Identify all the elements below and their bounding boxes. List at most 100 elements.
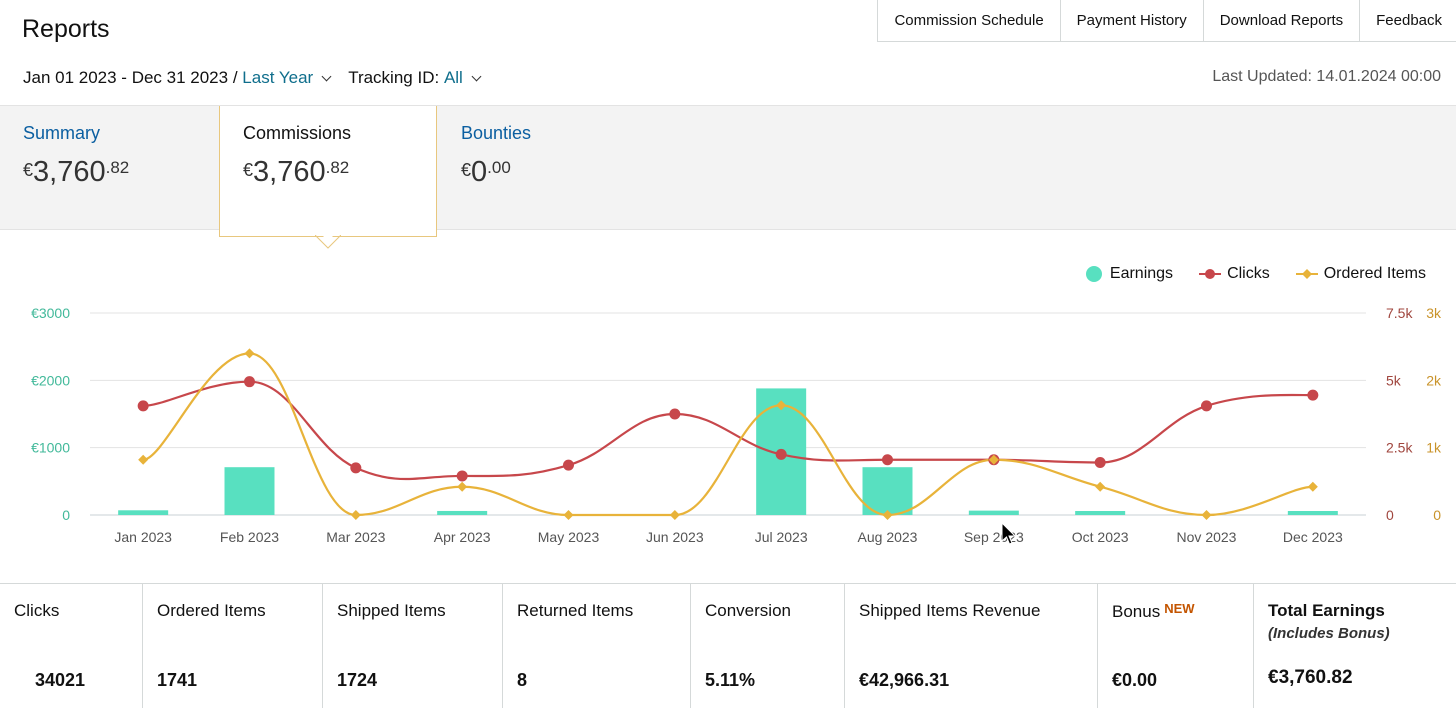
legend-ordered-items-swatch <box>1295 269 1318 279</box>
tab-summary[interactable]: Summary €3,760.82 <box>0 106 218 230</box>
report-tabs: Summary €3,760.82 Commissions €3,760.82 … <box>0 106 1456 237</box>
divider <box>0 105 1456 106</box>
legend-earnings[interactable]: Earnings <box>1085 265 1173 283</box>
stat-value: 1724 <box>337 670 378 690</box>
stat-value: €0.00 <box>1112 670 1158 690</box>
stat-conversion: Conversion 5.11% <box>691 584 845 708</box>
stat-value: 5.11% <box>705 670 756 690</box>
clicks-point[interactable] <box>350 462 362 474</box>
stat-value: 1741 <box>157 670 198 690</box>
ordered-items-point[interactable] <box>457 481 468 492</box>
x-tick-label: Feb 2023 <box>220 529 279 545</box>
legend-clicks[interactable]: Clicks <box>1199 265 1270 283</box>
commission-schedule-button[interactable]: Commission Schedule <box>878 0 1061 41</box>
earnings-bar[interactable] <box>118 510 169 515</box>
stat-bonus: Bonus NEW €0.00 <box>1098 584 1254 708</box>
clicks-point[interactable] <box>669 408 681 420</box>
clicks-point[interactable] <box>244 376 255 388</box>
earnings-bar[interactable] <box>968 510 1019 515</box>
stat-clicks: Clicks 34021 <box>0 584 143 708</box>
stat-total-earnings: Total Earnings (Includes Bonus) €3,760.8… <box>1268 601 1390 688</box>
earnings-bar[interactable] <box>1075 511 1126 515</box>
earnings-chart: 0 0 0 €1000 2.5k 1k €2000 5k 2k €3000 7.5k 3k Jan 20… <box>31 305 1442 545</box>
x-tick-label: Nov 2023 <box>1177 529 1237 545</box>
ordered-items-point[interactable] <box>350 510 361 520</box>
tab-commissions-label: Commissions <box>243 123 352 143</box>
download-reports-button[interactable]: Download Reports <box>1203 0 1361 41</box>
clicks-point[interactable] <box>775 448 787 460</box>
stat-value: €3,760.82 <box>1268 667 1353 688</box>
clicks-line <box>143 380 1313 481</box>
feedback-button[interactable]: Feedback <box>1360 0 1456 41</box>
tab-bounties[interactable]: Bounties €0.00 <box>438 106 656 230</box>
tab-commissions[interactable]: Commissions €3,760.82 <box>219 106 437 237</box>
x-tick-label: Dec 2023 <box>1283 529 1343 545</box>
y-right-ordered-tick-label: 1k <box>1426 440 1442 456</box>
y-left-tick-label: €3000 <box>31 305 70 321</box>
stat-value: €42,966.31 <box>859 670 950 690</box>
legend-earnings-swatch <box>1085 266 1102 282</box>
ordered-items-point[interactable] <box>244 348 255 359</box>
y-right-ordered-tick-label: 0 <box>1433 507 1441 523</box>
x-tick-label: May 2023 <box>538 529 600 545</box>
chart-legend: Earnings Clicks Ordered Items <box>1060 265 1426 283</box>
stat-value: 34021 <box>35 670 86 690</box>
x-tick-label: Oct 2023 <box>1072 529 1129 545</box>
tracking-id-label: Tracking ID: <box>348 68 440 87</box>
clicks-point[interactable] <box>1201 400 1212 412</box>
tab-summary-label: Summary <box>23 123 101 143</box>
tracking-id-dropdown[interactable]: All <box>443 68 463 87</box>
clicks-point[interactable] <box>137 400 149 412</box>
clicks-point[interactable] <box>1307 389 1319 401</box>
x-tick-label: Jun 2023 <box>646 529 704 545</box>
clicks-point[interactable] <box>563 459 574 471</box>
payment-history-button[interactable]: Payment History <box>1060 0 1204 41</box>
earnings-bar[interactable] <box>437 510 488 515</box>
x-tick-label: Mar 2023 <box>326 529 385 545</box>
earnings-bar[interactable] <box>224 467 275 515</box>
earnings-bar[interactable] <box>1287 511 1338 515</box>
stat-ordered-items: Ordered Items 1741 <box>143 584 323 708</box>
chevron-down-icon[interactable] <box>471 71 482 81</box>
tab-bounties-label: Bounties <box>461 123 532 143</box>
ordered-items-point[interactable] <box>882 510 893 520</box>
stat-shipped-items: Shipped Items 1724 <box>323 584 503 708</box>
ordered-items-point[interactable] <box>669 510 680 520</box>
ordered-items-point[interactable] <box>988 454 999 465</box>
x-tick-label: Jul 2023 <box>755 529 808 545</box>
date-range-text: Jan 01 2023 - Dec 31 2023 / <box>23 68 238 87</box>
new-badge: NEW <box>1164 601 1195 616</box>
ordered-items-line <box>142 352 1313 517</box>
tab-commissions-amount: €3,760.82 <box>243 156 350 188</box>
y-left-tick-label: €1000 <box>31 440 70 456</box>
last-updated: Last Updated: 14.01.2024 00:00 <box>1212 68 1441 85</box>
ordered-items-point[interactable] <box>1201 510 1212 520</box>
chevron-down-icon[interactable] <box>321 71 332 81</box>
y-right-clicks-tick-label: 0 <box>1386 507 1394 523</box>
legend-ordered-items[interactable]: Ordered Items <box>1295 265 1426 283</box>
y-right-ordered-tick-label: 3k <box>1426 305 1442 321</box>
mouse-pointer-icon <box>1001 522 1017 545</box>
y-right-clicks-tick-label: 5k <box>1386 372 1402 388</box>
page-title: Reports <box>22 15 110 43</box>
clicks-point[interactable] <box>456 470 468 482</box>
x-tick-label: Aug 2023 <box>858 529 918 545</box>
clicks-point[interactable] <box>882 454 893 466</box>
stat-shipped-items-revenue: Shipped Items Revenue €42,966.31 <box>845 584 1098 708</box>
ordered-items-point[interactable] <box>563 510 574 520</box>
tab-bounties-amount: €0.00 <box>461 156 511 188</box>
ordered-items-point[interactable] <box>138 454 149 465</box>
earnings-bar[interactable] <box>862 467 913 515</box>
y-right-clicks-tick-label: 2.5k <box>1386 440 1413 456</box>
ordered-items-point[interactable] <box>1307 481 1318 492</box>
date-range-dropdown[interactable]: Last Year <box>242 68 314 87</box>
top-nav: Commission Schedule Payment History Down… <box>877 0 1456 42</box>
active-tab-pointer <box>315 228 341 249</box>
ordered-items-point[interactable] <box>776 400 787 411</box>
x-tick-label: Jan 2023 <box>114 529 172 545</box>
legend-clicks-swatch <box>1199 269 1222 279</box>
y-left-tick-label: 0 <box>62 507 70 523</box>
ordered-items-point[interactable] <box>1095 481 1106 492</box>
clicks-point[interactable] <box>1094 456 1106 468</box>
stat-returned-items: Returned Items 8 <box>503 584 691 708</box>
